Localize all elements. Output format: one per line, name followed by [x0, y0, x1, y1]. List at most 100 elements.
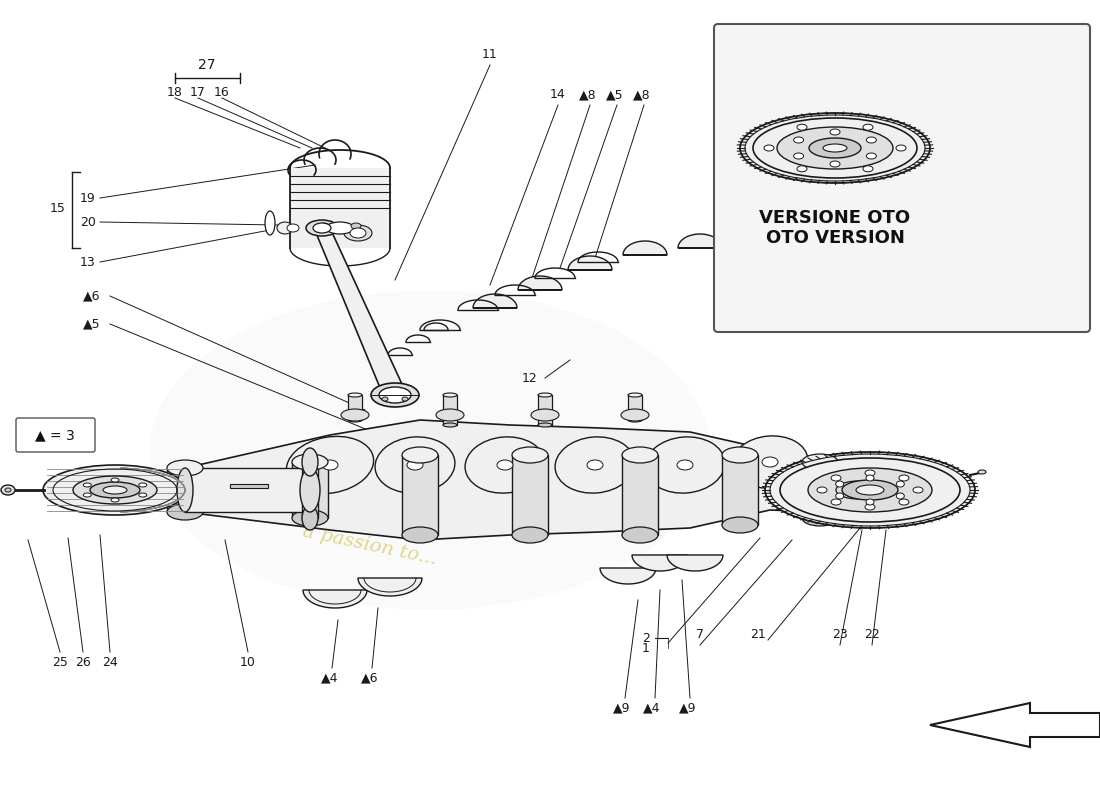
- Ellipse shape: [139, 483, 146, 487]
- Polygon shape: [538, 395, 552, 425]
- Text: 16: 16: [214, 86, 230, 98]
- Text: a passion to...: a passion to...: [301, 522, 439, 568]
- Polygon shape: [167, 468, 204, 512]
- Ellipse shape: [322, 460, 338, 470]
- Polygon shape: [185, 468, 310, 512]
- Polygon shape: [302, 462, 318, 518]
- Ellipse shape: [43, 465, 187, 515]
- Text: ▲ = 3: ▲ = 3: [35, 428, 75, 442]
- Polygon shape: [667, 555, 723, 571]
- Ellipse shape: [836, 481, 844, 487]
- Ellipse shape: [177, 468, 192, 512]
- Text: ▲6: ▲6: [84, 290, 101, 302]
- Ellipse shape: [628, 418, 642, 422]
- Polygon shape: [314, 228, 407, 395]
- Ellipse shape: [287, 224, 299, 232]
- Text: 13: 13: [80, 255, 96, 269]
- Ellipse shape: [341, 409, 368, 421]
- Ellipse shape: [302, 506, 318, 530]
- Ellipse shape: [793, 153, 804, 159]
- Polygon shape: [518, 276, 562, 290]
- Ellipse shape: [350, 228, 366, 238]
- Ellipse shape: [645, 437, 725, 493]
- Ellipse shape: [802, 454, 838, 470]
- Ellipse shape: [103, 486, 127, 494]
- Polygon shape: [473, 294, 517, 308]
- Ellipse shape: [780, 458, 960, 522]
- Ellipse shape: [556, 437, 635, 493]
- Polygon shape: [632, 555, 688, 571]
- Ellipse shape: [866, 475, 874, 481]
- Ellipse shape: [348, 393, 362, 397]
- Ellipse shape: [497, 460, 513, 470]
- Ellipse shape: [896, 481, 904, 487]
- Polygon shape: [722, 455, 758, 525]
- Ellipse shape: [531, 409, 559, 421]
- Ellipse shape: [379, 387, 411, 403]
- Ellipse shape: [371, 383, 419, 407]
- Text: 19: 19: [80, 191, 96, 205]
- Ellipse shape: [740, 113, 930, 183]
- Ellipse shape: [830, 161, 840, 167]
- Text: 11: 11: [482, 49, 498, 62]
- Ellipse shape: [139, 493, 146, 497]
- Ellipse shape: [817, 487, 827, 493]
- Ellipse shape: [808, 138, 861, 158]
- Ellipse shape: [621, 409, 649, 421]
- Polygon shape: [623, 241, 667, 255]
- Ellipse shape: [856, 485, 884, 495]
- Text: 15: 15: [51, 202, 66, 214]
- Ellipse shape: [722, 447, 758, 463]
- Text: OTO VERSION: OTO VERSION: [766, 229, 904, 247]
- Ellipse shape: [73, 476, 157, 504]
- Text: 22: 22: [865, 629, 880, 642]
- Text: ▲4: ▲4: [644, 702, 661, 714]
- Ellipse shape: [344, 225, 372, 241]
- Text: ▲5: ▲5: [606, 89, 624, 102]
- Ellipse shape: [777, 127, 893, 169]
- Ellipse shape: [150, 290, 710, 610]
- Ellipse shape: [465, 437, 544, 493]
- Ellipse shape: [348, 418, 362, 422]
- Ellipse shape: [802, 510, 838, 526]
- Text: ▲5: ▲5: [84, 318, 101, 330]
- Ellipse shape: [302, 448, 318, 476]
- Text: ▲4: ▲4: [321, 671, 339, 685]
- Text: ▲9: ▲9: [680, 702, 696, 714]
- Polygon shape: [512, 455, 548, 535]
- Ellipse shape: [286, 436, 374, 494]
- Ellipse shape: [899, 499, 909, 505]
- Text: 26: 26: [75, 655, 91, 669]
- Text: ▲6: ▲6: [361, 671, 378, 685]
- Ellipse shape: [798, 166, 807, 172]
- Ellipse shape: [865, 470, 874, 476]
- Ellipse shape: [899, 475, 909, 481]
- Ellipse shape: [913, 487, 923, 493]
- Ellipse shape: [793, 137, 804, 143]
- Polygon shape: [621, 455, 658, 535]
- Ellipse shape: [407, 460, 424, 470]
- Ellipse shape: [538, 423, 552, 427]
- Text: 10: 10: [240, 655, 256, 669]
- Ellipse shape: [326, 222, 354, 234]
- Ellipse shape: [300, 468, 320, 512]
- Ellipse shape: [265, 211, 275, 235]
- Ellipse shape: [621, 527, 658, 543]
- Text: ▲8: ▲8: [580, 89, 597, 102]
- Text: ▲8: ▲8: [634, 89, 651, 102]
- Ellipse shape: [6, 488, 11, 492]
- Ellipse shape: [111, 498, 119, 502]
- Polygon shape: [628, 395, 642, 420]
- Ellipse shape: [978, 470, 986, 474]
- Ellipse shape: [866, 499, 874, 505]
- Polygon shape: [443, 395, 456, 425]
- Ellipse shape: [402, 397, 408, 401]
- Ellipse shape: [84, 483, 91, 487]
- Ellipse shape: [676, 460, 693, 470]
- Ellipse shape: [292, 510, 328, 526]
- Ellipse shape: [836, 481, 880, 499]
- Ellipse shape: [836, 493, 844, 499]
- Text: 20: 20: [80, 215, 96, 229]
- Ellipse shape: [896, 145, 906, 151]
- Polygon shape: [348, 395, 362, 420]
